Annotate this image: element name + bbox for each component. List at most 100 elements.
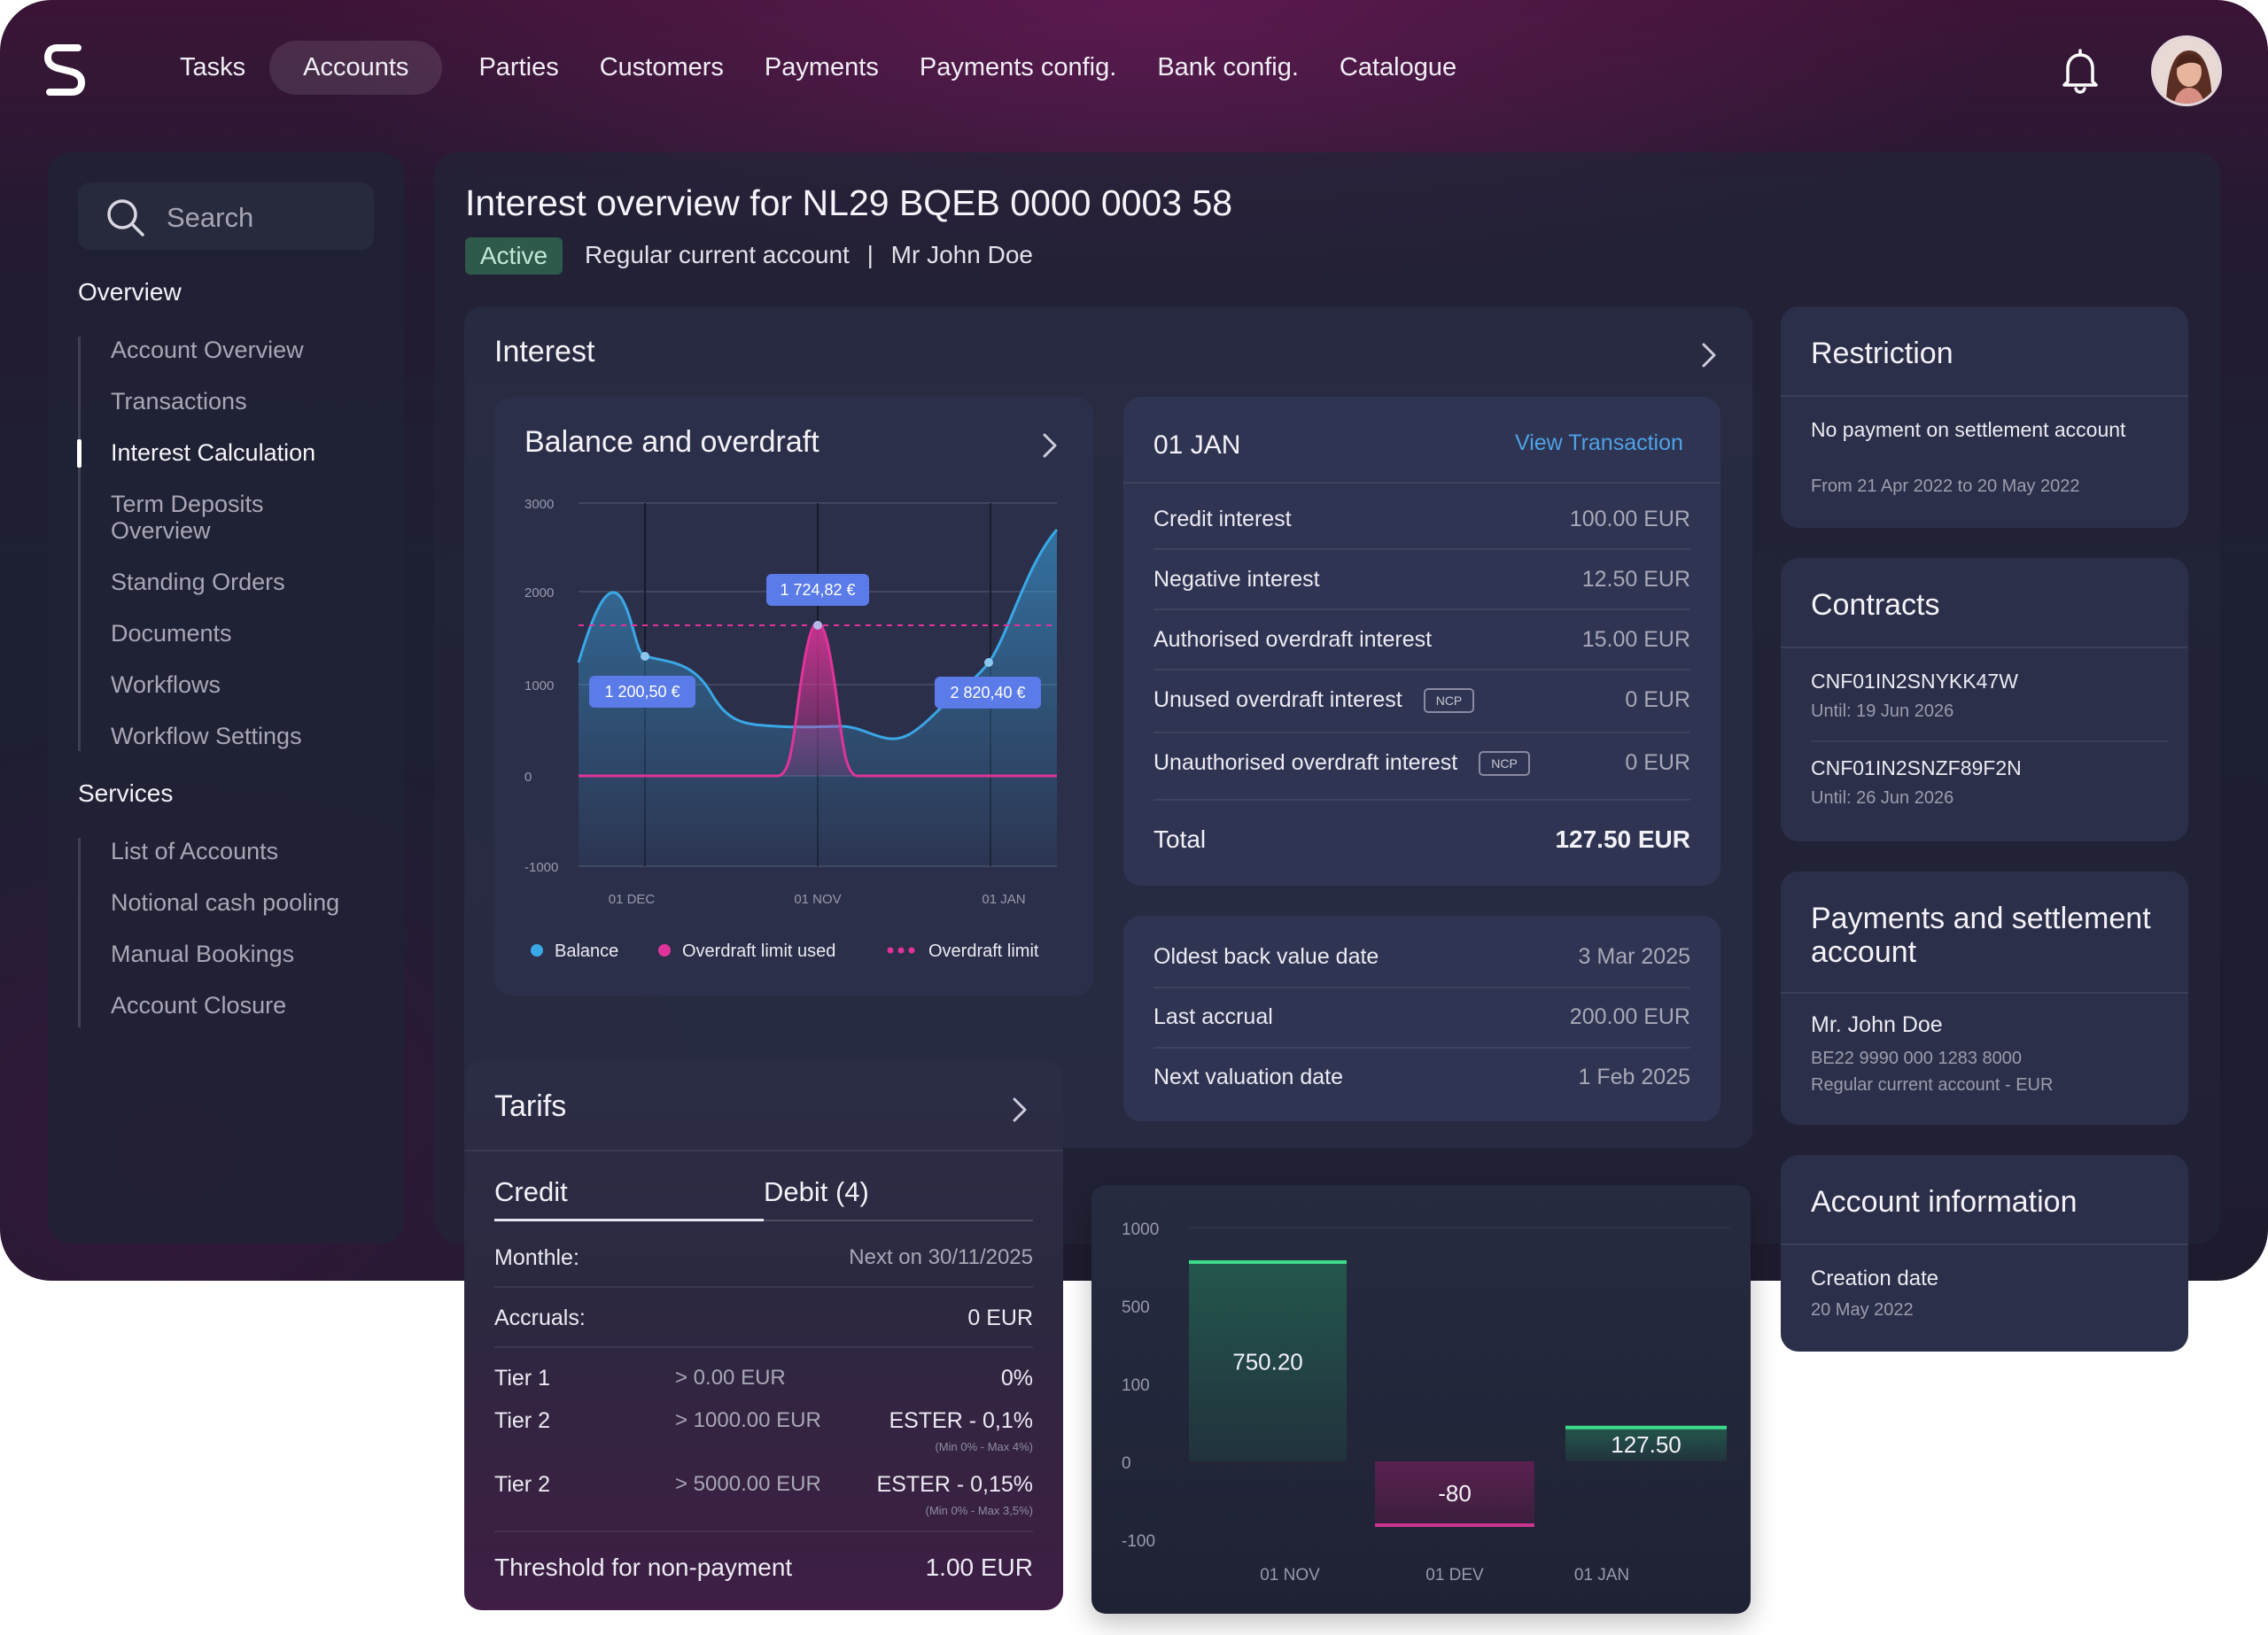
settlement-title: Payments and settlement account (1811, 902, 2151, 969)
authorised-overdraft-value: 15.00 EUR (1581, 627, 1690, 652)
search-icon (107, 199, 144, 236)
accruals-label: Accruals: (494, 1306, 586, 1330)
divider (1781, 1244, 2188, 1245)
nav-parties[interactable]: Parties (478, 53, 559, 81)
sidebar-item-notional-cash-pooling[interactable]: Notional cash pooling (111, 889, 340, 916)
sidebar-item-account-overview[interactable]: Account Overview (111, 337, 304, 363)
y-tick-3000: 3000 (524, 497, 554, 512)
contract-2-id[interactable]: CNF01IN2SNZF89F2N (1811, 756, 2022, 779)
tab-credit[interactable]: Credit (494, 1176, 568, 1207)
sidebar-item-term-deposits-overview[interactable]: Term Deposits Overview (111, 491, 264, 544)
user-avatar[interactable] (2151, 35, 2222, 106)
legend-overdraft-used-swatch (658, 944, 671, 957)
legend-overdraft-used: Overdraft limit used (682, 941, 835, 961)
divider (464, 1150, 1063, 1151)
bar-value-label-0: 750.20 (1232, 1348, 1303, 1375)
services-list: List of Accounts Notional cash pooling M… (78, 838, 379, 1027)
nav-catalogue[interactable]: Catalogue (1339, 53, 1457, 81)
x-tick-labels: 01 DEC 01 NOV 01 JAN (609, 892, 1026, 907)
legend-overdraft-limit-dot-2 (897, 947, 905, 954)
bar-edge-2 (1565, 1425, 1727, 1430)
chevron-right-icon[interactable] (1006, 1095, 1033, 1125)
bar-value-label-2: 127.50 (1611, 1431, 1682, 1458)
search-input[interactable]: Search (78, 182, 374, 250)
bell-icon[interactable] (2055, 46, 2105, 96)
sidebar-item-list-of-accounts[interactable]: List of Accounts (111, 838, 279, 864)
overview-list: Account Overview Transactions Interest C… (76, 337, 379, 751)
threshold-value: 1.00 EUR (925, 1554, 1033, 1581)
y-tick-1000: 1000 (524, 678, 554, 694)
nav-payments-config[interactable]: Payments config. (919, 53, 1117, 81)
divider (1153, 987, 1690, 988)
tab-debit[interactable]: Debit (4) (764, 1176, 869, 1207)
settlement-account-card: Payments and settlement account Mr. John… (1781, 872, 2188, 1125)
bar-edge-0 (1189, 1259, 1347, 1264)
settlement-iban: BE22 9990 000 1283 8000 (1811, 1049, 2022, 1068)
status-badge: Active (465, 237, 563, 275)
breakdown-date: 01 JAN (1153, 430, 1241, 460)
interest-title: Interest (494, 335, 595, 368)
divider (1153, 799, 1690, 801)
limit-point (813, 621, 822, 630)
bar-y-tick-500: 500 (1122, 1298, 1150, 1317)
sidebar-item-workflow-settings[interactable]: Workflow Settings (111, 723, 302, 749)
page-title: Interest overview for NL29 BQEB 0000 000… (465, 182, 1233, 223)
nav-accounts[interactable]: Accounts (269, 41, 443, 95)
legend-balance-swatch (531, 944, 543, 957)
callout-1-label: 1 200,50 € (604, 683, 680, 701)
search-placeholder: Search (167, 202, 254, 233)
bar-0 (1189, 1261, 1347, 1461)
nav-tasks[interactable]: Tasks (180, 53, 246, 81)
bar-y-tick-0: 0 (1122, 1454, 1131, 1473)
divider (1811, 740, 2169, 742)
last-accrual-value: 200.00 EUR (1569, 1004, 1690, 1029)
valuation-dates-card: Oldest back value date 3 Mar 2025 Last a… (1123, 916, 1720, 1121)
view-transaction-link[interactable]: View Transaction (1515, 430, 1683, 455)
legend-overdraft-limit-dot-3 (908, 947, 915, 954)
total-value: 127.50 EUR (1555, 825, 1690, 853)
nav-bank-config[interactable]: Bank config. (1157, 53, 1299, 81)
tier-1-name: Tier 1 (494, 1366, 550, 1391)
sidebar-item-account-closure[interactable]: Account Closure (111, 992, 287, 1019)
chevron-right-icon[interactable] (1696, 340, 1722, 370)
accruals-value: 0 EUR (967, 1306, 1033, 1330)
sidebar-item-transactions[interactable]: Transactions (111, 388, 247, 415)
last-accrual-label: Last accrual (1153, 1004, 1273, 1029)
y-tick-labels: 3000 2000 1000 0 -1000 (524, 497, 558, 875)
tier-3-threshold: > 5000.00 EUR (675, 1472, 821, 1496)
contract-1-id[interactable]: CNF01IN2SNYKK47W (1811, 670, 2018, 693)
unauthorised-overdraft-value: 0 EUR (1625, 750, 1690, 775)
balance-overdraft-chart: 3000 2000 1000 0 -1000 1 200,50 € 1 724,… (524, 497, 1059, 961)
nav-payments[interactable]: Payments (764, 53, 879, 81)
restriction-text: No payment on settlement account (1811, 418, 2126, 441)
bar-value-label-1: -80 (1438, 1480, 1472, 1507)
sidebar-section-services: Services (78, 779, 174, 807)
next-valuation-label: Next valuation date (1153, 1065, 1344, 1089)
sidebar: Search Overview Account Overview Transac… (48, 152, 404, 1244)
sidebar-item-workflows[interactable]: Workflows (111, 671, 221, 698)
credit-interest-value: 100.00 EUR (1569, 507, 1690, 531)
sidebar-item-interest-calculation[interactable]: Interest Calculation (76, 439, 315, 468)
bar-y-tick-minus-100: -100 (1122, 1532, 1155, 1551)
divider (1153, 669, 1690, 670)
tarifs-card: Tarifs Credit Debit (4) Monthle: Next on… (464, 1061, 1063, 1610)
monthle-label: Monthle: (494, 1245, 579, 1270)
x-tick-01-nov: 01 NOV (794, 892, 841, 907)
restriction-card: Restriction No payment on settlement acc… (1781, 306, 2188, 528)
divider (1123, 482, 1720, 484)
sidebar-item-documents[interactable]: Documents (111, 620, 232, 647)
y-tick-2000: 2000 (524, 585, 554, 601)
restriction-period: From 21 Apr 2022 to 20 May 2022 (1811, 477, 2080, 496)
app-logo-icon[interactable] (44, 43, 85, 97)
divider (494, 1530, 1033, 1532)
chevron-right-icon[interactable] (1037, 430, 1063, 461)
account-subtitle: Regular current account | Mr John Doe (585, 241, 1033, 269)
divider (1153, 732, 1690, 733)
creation-date-value: 20 May 2022 (1811, 1300, 1914, 1320)
nav-customers[interactable]: Customers (599, 53, 724, 81)
callout-1: 1 200,50 € (589, 676, 695, 708)
sidebar-item-manual-bookings[interactable]: Manual Bookings (111, 941, 295, 967)
interest-breakdown-card: 01 JAN View Transaction Credit interest … (1123, 397, 1720, 886)
tarifs-title: Tarifs (494, 1089, 567, 1123)
sidebar-item-standing-orders[interactable]: Standing Orders (111, 569, 285, 595)
